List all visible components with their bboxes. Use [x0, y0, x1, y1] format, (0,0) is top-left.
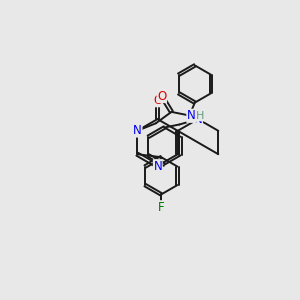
Text: O: O — [153, 94, 162, 107]
Text: O: O — [157, 89, 167, 103]
Text: N: N — [153, 160, 162, 173]
Text: H: H — [196, 111, 205, 121]
Text: N: N — [133, 124, 142, 137]
Text: N: N — [187, 109, 196, 122]
Text: N: N — [194, 112, 203, 126]
Text: F: F — [158, 201, 164, 214]
